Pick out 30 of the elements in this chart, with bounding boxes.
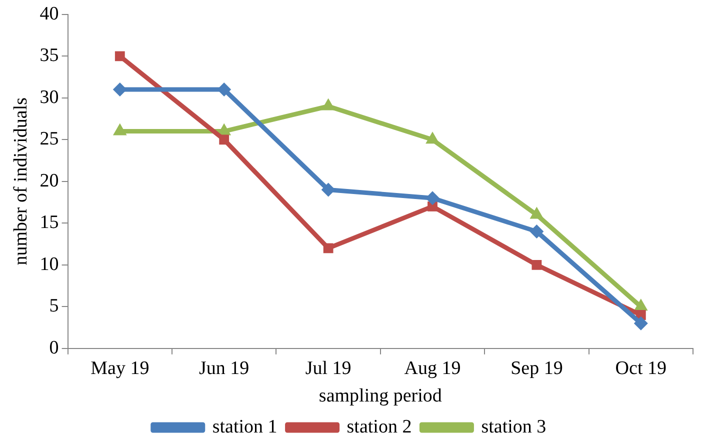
x-tick-label: Sep 19 <box>510 358 563 379</box>
y-tick-label: 5 <box>49 296 59 317</box>
x-tick-label: Jun 19 <box>199 358 250 379</box>
point <box>217 82 232 97</box>
legend-label: station 3 <box>481 416 546 438</box>
point <box>323 243 334 254</box>
point <box>530 224 544 238</box>
y-tick-label: 10 <box>40 254 59 275</box>
point <box>426 191 440 206</box>
y-tick-label: 30 <box>40 86 59 108</box>
x-axis-title: sampling period <box>318 386 442 407</box>
y-tick-label: 35 <box>40 45 59 66</box>
x-tick-label: May 19 <box>90 358 150 379</box>
point <box>114 51 125 62</box>
point <box>112 82 127 97</box>
y-axis-title: number of individuals <box>10 97 32 266</box>
y-tick-label: 40 <box>40 3 59 24</box>
point <box>634 316 648 330</box>
point <box>532 260 542 270</box>
y-tick-label: 20 <box>40 170 59 192</box>
legend-label: station 1 <box>212 416 278 438</box>
point <box>219 134 230 145</box>
y-tick-label: 25 <box>40 128 59 150</box>
legend-label: station 2 <box>346 416 412 438</box>
y-tick-label: 0 <box>49 337 59 358</box>
point <box>321 182 336 197</box>
y-tick-label: 15 <box>40 212 59 234</box>
x-tick-label: Jul 19 <box>305 358 352 379</box>
x-tick-label: Aug 19 <box>404 358 461 379</box>
x-tick-label: Oct 19 <box>615 358 666 379</box>
